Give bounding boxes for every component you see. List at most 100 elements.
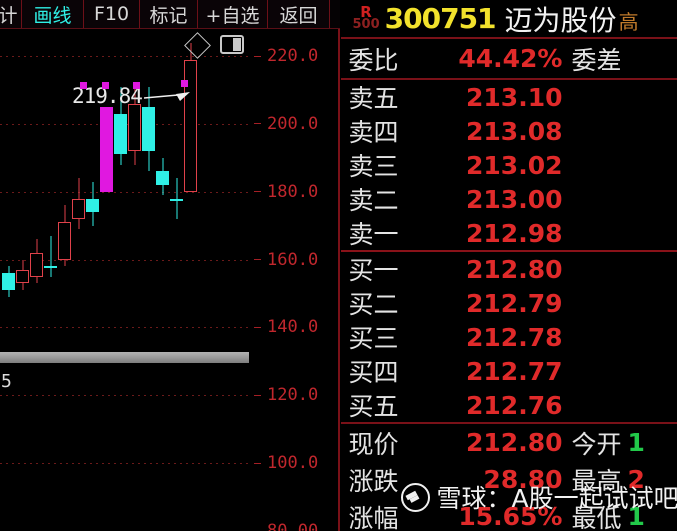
axis-tick-dash [254,191,261,193]
sell-order-price: 213.10 [466,82,563,112]
sell-order-row[interactable]: 卖一 212.98 [341,216,677,250]
summary-label: 涨幅 [348,503,399,531]
price-axis-label: 200.0 [267,113,319,134]
axis-tick-dash [254,259,261,261]
buy-order-row[interactable]: 买四 212.77 [341,354,677,388]
sell-order-label: 卖一 [348,220,399,249]
sell-order-row[interactable]: 卖二 213.00 [341,182,677,216]
buy-order-label: 买四 [348,358,399,387]
price-axis-label: 160.0 [267,249,319,270]
toolbar-button-label: 画线 [33,4,72,27]
candlestick [16,259,29,291]
summary-value: 28.80 [483,465,563,494]
price-axis-tick: 100.0 [252,453,338,473]
panel-toggle-icon[interactable] [220,35,244,54]
sell-order-price: 213.00 [466,184,563,214]
buy-order-price: 212.79 [466,288,563,318]
buy-order-label: 买五 [348,392,399,421]
candlestick [142,86,155,172]
order-book-divider [340,250,677,252]
summary-row: 现价 212.80 今开 1 [341,424,677,461]
axis-fragment-label: 5 [1,371,12,392]
annotation-arrow-icon [144,92,190,101]
toolbar-button-add-watchlist[interactable]: +自选 [198,0,268,28]
toolbar-button-f10[interactable]: F10 [84,0,140,28]
rank-badge: R 500 [353,5,380,32]
candlestick [114,86,127,165]
candlestick [184,42,197,192]
sell-order-price: 213.08 [466,116,563,146]
summary-value-secondary: 1 [627,428,645,457]
sell-order-price: 213.02 [466,150,563,180]
sell-order-price: 212.98 [466,218,563,248]
candlestick-body [114,113,127,155]
candlestick-body [170,198,183,201]
toolbar-button-stats[interactable]: 计 [0,0,22,28]
candlestick-body [44,266,57,269]
candlestick [58,205,71,267]
candlestick-body [58,222,71,260]
summary-divider [340,422,677,424]
volume-separator-bar[interactable] [0,352,249,363]
sell-order-label: 卖五 [348,84,399,113]
toolbar-button-draw-line[interactable]: 画线 [22,0,84,28]
candlestick-body [86,198,99,213]
summary-row: 涨跌 28.80 最高 2 [341,461,677,498]
summary-list: 现价212.80今开1涨跌28.80最高2涨幅15.65%最低1总量242336… [341,424,677,531]
candlestick [30,239,43,284]
buy-order-row[interactable]: 买二 212.79 [341,286,677,320]
buy-order-row[interactable]: 买三 212.78 [341,320,677,354]
candlestick-body [128,103,141,152]
weibi-value: 44.42% [458,44,563,73]
summary-label: 现价 [348,429,399,459]
toolbar-button-back[interactable]: 返回 [268,0,330,28]
stock-name: 迈为股份 [504,3,617,37]
price-axis-tick: 180.0 [252,182,338,202]
summary-label: 涨跌 [348,466,399,496]
candlestick-body [30,252,43,277]
chart-gridline [0,56,252,58]
summary-value-secondary: 1 [627,502,645,531]
stock-header: R 500 300751 迈为股份 高 [340,0,677,39]
buy-order-list: 买一 212.80 买二 212.79 买三 212.78 买四 212.77 买五 212.76 [341,252,677,422]
stock-code: 300751 [384,2,497,35]
summary-label-secondary: 今开 [571,429,622,459]
price-axis-tick: 220.0 [252,46,338,66]
price-axis-tick: 160.0 [252,249,338,270]
candlestick-body [2,273,15,291]
chart-toolbar: 计画线 F10 标记 +自选 返回 [0,0,340,29]
buy-order-price: 212.80 [466,254,563,284]
chart-gridline [0,463,252,465]
price-axis-tick: 140.0 [252,317,338,337]
price-axis-label: 120.0 [267,385,319,406]
stock-name-suffix: 高 [618,10,639,34]
axis-tick-dash [254,326,261,328]
chart-marker-dot [133,82,140,89]
toolbar-button-label: 计 [0,4,18,27]
chart-icon-group [184,32,252,62]
weibi-label: 委比 [348,45,399,75]
candlestick-body [156,171,169,186]
rank-badge-top: R [360,3,372,22]
sell-order-row[interactable]: 卖五 213.10 [341,80,677,114]
price-axis-tick: 80.00 [252,521,338,531]
buy-order-row[interactable]: 买五 212.76 [341,388,677,422]
axis-tick-dash [254,55,261,57]
weicha-label: 委差 [571,45,622,75]
chart-marker-dot [80,82,87,89]
sell-order-row[interactable]: 卖三 213.02 [341,148,677,182]
sell-order-row[interactable]: 卖四 213.08 [341,114,677,148]
toolbar-button-mark[interactable]: 标记 [140,0,198,28]
chart-gridline [0,395,252,397]
candlestick [128,83,141,165]
weibi-row: 委比 44.42% 委差 [340,39,677,80]
chart-gridline [0,259,252,261]
candlestick-body [142,107,155,152]
buy-order-row[interactable]: 买一 212.80 [341,252,677,286]
candlestick [2,266,15,297]
summary-value: 15.65% [458,502,563,531]
toolbar-button-label: 返回 [279,4,318,27]
buy-order-price: 212.77 [466,356,563,386]
diamond-icon[interactable] [184,32,211,59]
